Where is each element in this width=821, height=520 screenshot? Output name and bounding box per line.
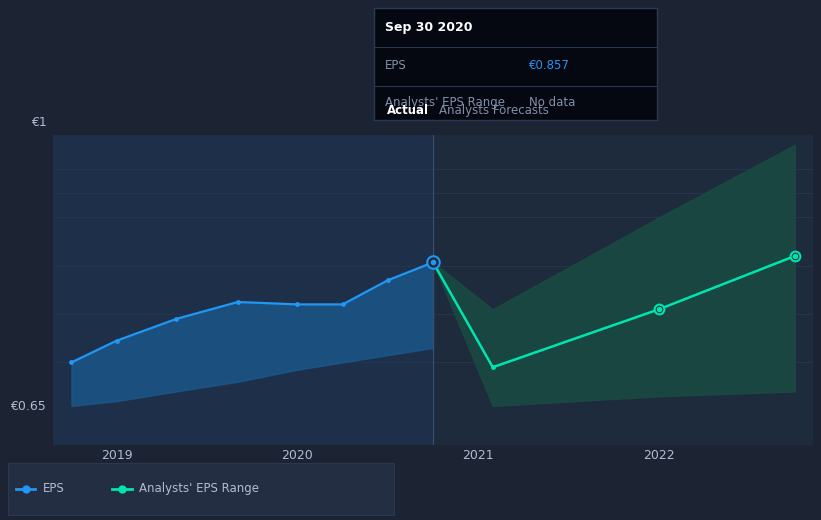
Text: €0.857: €0.857 [530, 59, 571, 72]
Text: Actual: Actual [387, 104, 429, 117]
Text: No data: No data [530, 96, 576, 109]
Text: Analysts' EPS Range: Analysts' EPS Range [140, 483, 259, 495]
Bar [53, 135, 433, 445]
Text: EPS: EPS [43, 483, 65, 495]
Text: €1: €1 [31, 115, 47, 128]
Text: EPS: EPS [385, 59, 406, 72]
Text: Sep 30 2020: Sep 30 2020 [385, 21, 472, 34]
Text: Analysts' EPS Range: Analysts' EPS Range [385, 96, 505, 109]
Text: €0.65: €0.65 [10, 400, 46, 413]
Text: Analysts Forecasts: Analysts Forecasts [439, 104, 548, 117]
